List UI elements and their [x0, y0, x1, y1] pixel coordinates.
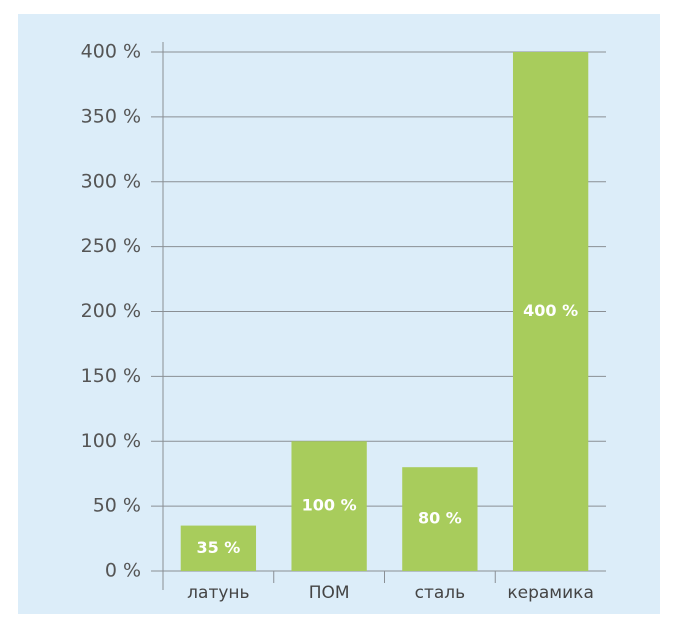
- y-tick-label: 350 %: [81, 105, 141, 127]
- x-tick-label: латунь: [187, 583, 249, 603]
- bar: [402, 467, 478, 571]
- y-tick-label: 300 %: [81, 170, 141, 192]
- y-tick-label: 0 %: [105, 560, 141, 582]
- y-tick-label: 50 %: [93, 495, 141, 517]
- value-label: 35 %: [196, 538, 240, 557]
- value-label: 400 %: [523, 301, 578, 320]
- x-tick-label: сталь: [415, 583, 466, 603]
- value-label: 100 %: [302, 496, 357, 515]
- x-tick-label: ПОМ: [309, 583, 350, 603]
- x-tick-label: керамика: [507, 583, 594, 603]
- y-tick-label: 400 %: [81, 41, 141, 63]
- y-tick-label: 150 %: [81, 365, 141, 387]
- bar: [291, 441, 367, 571]
- bar: [512, 52, 589, 571]
- y-tick-label: 250 %: [81, 235, 141, 257]
- value-label: 80 %: [418, 509, 462, 528]
- y-tick-label: 200 %: [81, 300, 141, 322]
- y-tick-label: 100 %: [81, 430, 141, 452]
- bar: [180, 525, 257, 571]
